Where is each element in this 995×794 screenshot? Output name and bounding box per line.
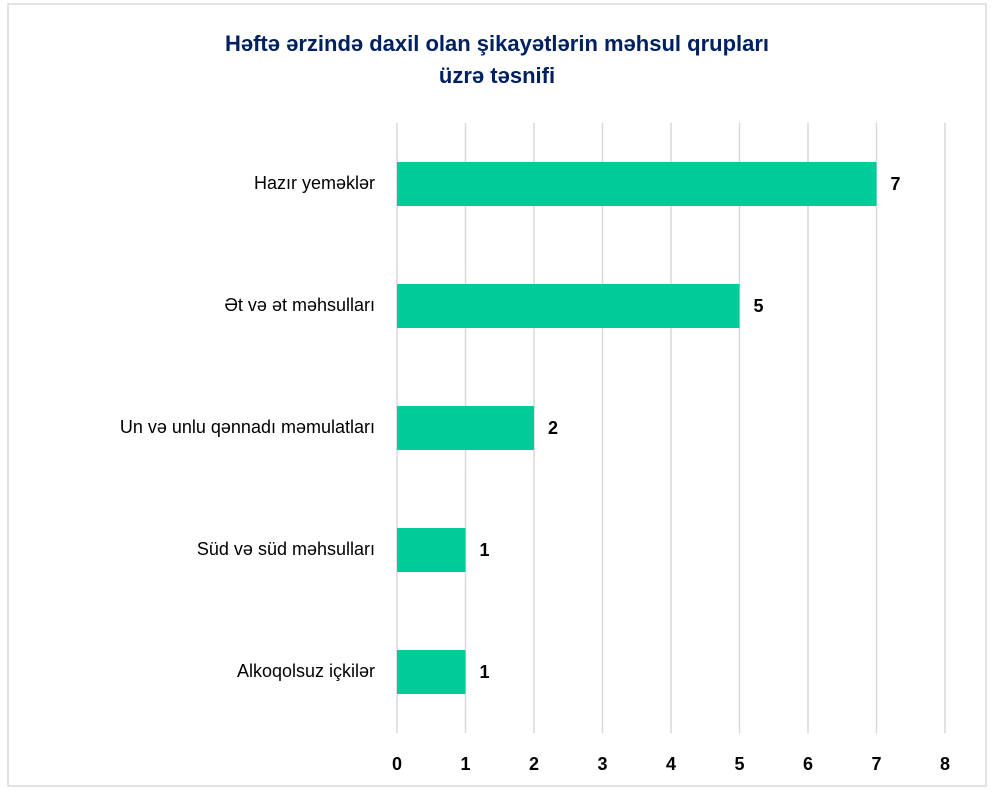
x-tick-label: 6: [803, 754, 813, 774]
y-tick-label: Hazır yeməklər: [254, 173, 375, 193]
x-tick-label: 1: [460, 754, 470, 774]
y-tick-label: Alkoqolsuz içkilər: [237, 661, 375, 681]
x-tick-label: 7: [871, 754, 881, 774]
y-tick-label: Süd və süd məhsulları: [197, 539, 375, 559]
y-tick-label: Ət və ət məhsulları: [224, 295, 375, 315]
x-tick-label: 0: [392, 754, 402, 774]
bar: [397, 284, 740, 328]
x-tick-label: 5: [734, 754, 744, 774]
value-label: 1: [480, 540, 490, 560]
bar: [397, 406, 534, 450]
x-tick-label: 8: [940, 754, 950, 774]
value-label: 5: [754, 296, 764, 316]
value-label: 1: [480, 662, 490, 682]
chart-border: [7, 3, 987, 787]
chart-title: Həftə ərzində daxil olan şikayətlərin mə…: [225, 31, 769, 56]
value-label: 2: [548, 418, 558, 438]
y-tick-label: Un və unlu qənnadı məmulatları: [120, 417, 375, 437]
x-tick-label: 3: [597, 754, 607, 774]
x-tick-label: 2: [529, 754, 539, 774]
bar: [397, 650, 466, 694]
value-label: 7: [891, 174, 901, 194]
x-tick-label: 4: [666, 754, 676, 774]
chart-title: üzrə təsnifi: [439, 63, 555, 88]
bar: [397, 528, 466, 572]
bar: [397, 162, 877, 206]
